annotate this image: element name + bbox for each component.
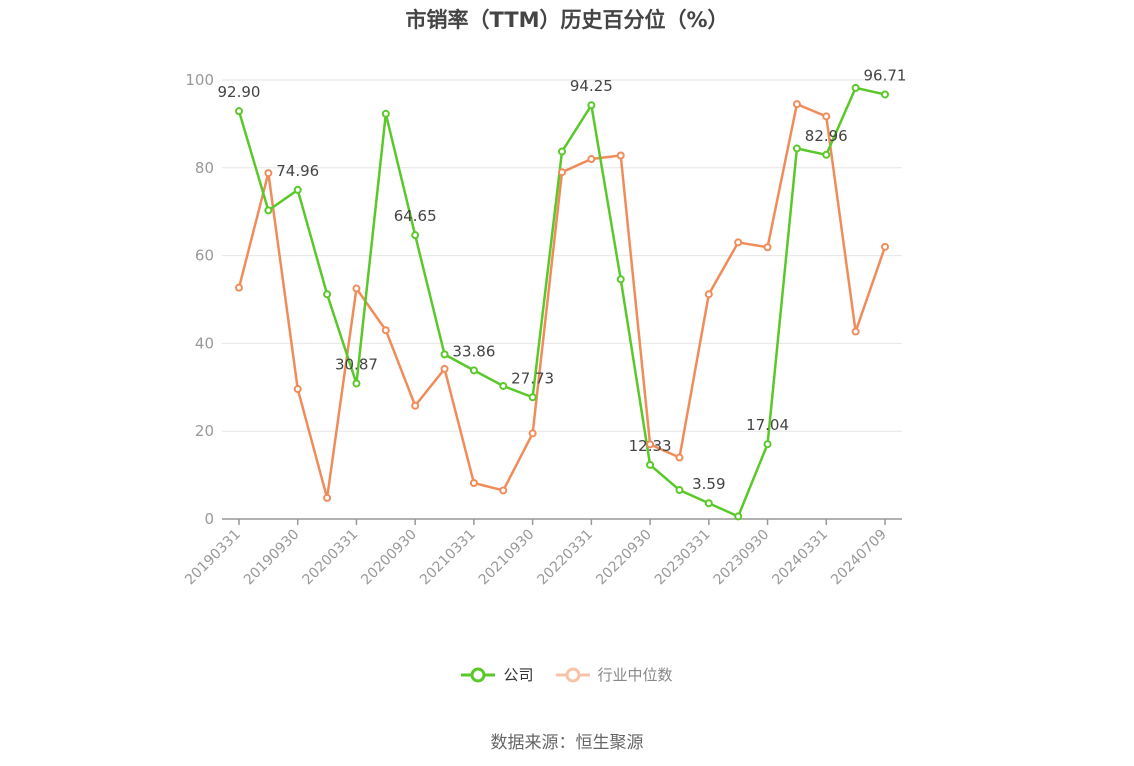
data-label: 33.86 <box>452 342 495 360</box>
series-line-industry <box>237 102 887 500</box>
data-point <box>822 112 831 121</box>
y-axis: 0 20 40 60 80 100 <box>185 71 214 528</box>
data-point <box>528 393 537 402</box>
data-point <box>293 385 302 394</box>
data-point <box>558 147 566 156</box>
data-point <box>792 100 801 109</box>
data-point <box>704 499 713 508</box>
data-label: 64.65 <box>394 207 437 225</box>
data-point <box>558 168 566 177</box>
source-note: 数据来源：恒生聚源 <box>490 733 644 753</box>
data-point <box>528 429 537 438</box>
data-point <box>499 381 508 390</box>
data-point <box>704 290 713 299</box>
y-tick-label: 0 <box>204 510 214 528</box>
data-point <box>587 101 596 110</box>
data-point <box>352 379 361 388</box>
data-point <box>469 479 478 488</box>
data-point <box>352 284 361 293</box>
data-point <box>469 366 478 375</box>
x-tick-label: 20240331 <box>769 527 831 589</box>
data-point <box>381 109 390 118</box>
data-label: 96.71 <box>864 66 907 84</box>
legend-line-marker-icon <box>555 667 590 682</box>
data-point <box>646 440 655 449</box>
data-point <box>881 90 889 99</box>
x-tick-label: 20200930 <box>358 527 420 589</box>
data-point <box>264 206 273 215</box>
data-label: 74.96 <box>276 162 319 180</box>
data-point <box>235 107 243 116</box>
data-point <box>264 169 273 178</box>
data-point <box>822 150 831 159</box>
data-point <box>499 486 508 495</box>
x-tick-label: 20220930 <box>593 527 655 589</box>
data-point <box>851 83 860 92</box>
data-label: 30.87 <box>335 355 378 373</box>
legend-label-company: 公司 <box>503 666 534 684</box>
x-tick-label: 20240709 <box>828 527 890 589</box>
data-point <box>675 453 684 462</box>
data-point <box>734 238 743 247</box>
y-tick-label: 60 <box>195 247 214 265</box>
legend-label-industry: 行业中位数 <box>597 666 673 684</box>
x-tick-label: 20230930 <box>711 527 773 589</box>
x-tick-label: 20210331 <box>417 527 479 589</box>
legend-item-industry[interactable]: 行业中位数 <box>555 664 673 685</box>
data-point <box>235 283 243 292</box>
legend-line-marker-icon <box>461 667 496 682</box>
data-point <box>763 440 772 449</box>
x-tick-label: 20220331 <box>534 527 596 589</box>
y-tick-label: 100 <box>185 71 214 89</box>
data-point <box>411 231 420 240</box>
data-label: 92.90 <box>218 83 261 101</box>
x-tick-label: 20190930 <box>241 527 303 589</box>
data-point <box>616 151 625 160</box>
data-point <box>411 401 420 410</box>
y-tick-label: 40 <box>195 334 214 352</box>
data-point <box>293 185 302 194</box>
data-point <box>323 290 332 299</box>
data-point <box>440 364 449 373</box>
data-point <box>440 350 449 359</box>
y-tick-label: 20 <box>195 422 214 440</box>
data-labels: 92.90 74.96 30.87 64.65 33.86 27.73 94.25 12.33… <box>218 66 907 493</box>
legend: 公司 行业中位数 <box>0 664 1134 685</box>
x-tick-label: 20210930 <box>476 527 538 589</box>
data-point <box>616 275 625 284</box>
grid-lines <box>222 79 902 432</box>
x-tick-label: 20200331 <box>300 527 362 589</box>
data-label: 27.73 <box>511 369 554 387</box>
data-point <box>734 512 743 521</box>
data-label: 82.96 <box>805 127 848 145</box>
data-point <box>675 486 684 495</box>
data-label: 17.04 <box>746 416 789 434</box>
x-tick-label: 20190331 <box>182 527 244 589</box>
data-point <box>881 242 889 251</box>
data-point <box>792 144 801 153</box>
series-points <box>235 83 889 521</box>
x-tick-label: 20230331 <box>652 527 714 589</box>
data-point <box>851 327 860 336</box>
data-label: 12.33 <box>629 437 672 455</box>
data-point <box>646 460 655 469</box>
chart-title: 市销率（TTM）历史百分位（%） <box>405 8 729 32</box>
y-tick-label: 80 <box>195 159 214 177</box>
data-point <box>323 493 332 502</box>
data-point <box>763 243 772 252</box>
data-label: 3.59 <box>692 475 725 493</box>
data-point <box>381 326 390 335</box>
legend-item-company[interactable]: 公司 <box>461 664 534 685</box>
data-label: 94.25 <box>570 77 613 95</box>
x-axis: 2019033120190930202003312020093020210331… <box>182 518 902 589</box>
data-point <box>587 155 596 164</box>
